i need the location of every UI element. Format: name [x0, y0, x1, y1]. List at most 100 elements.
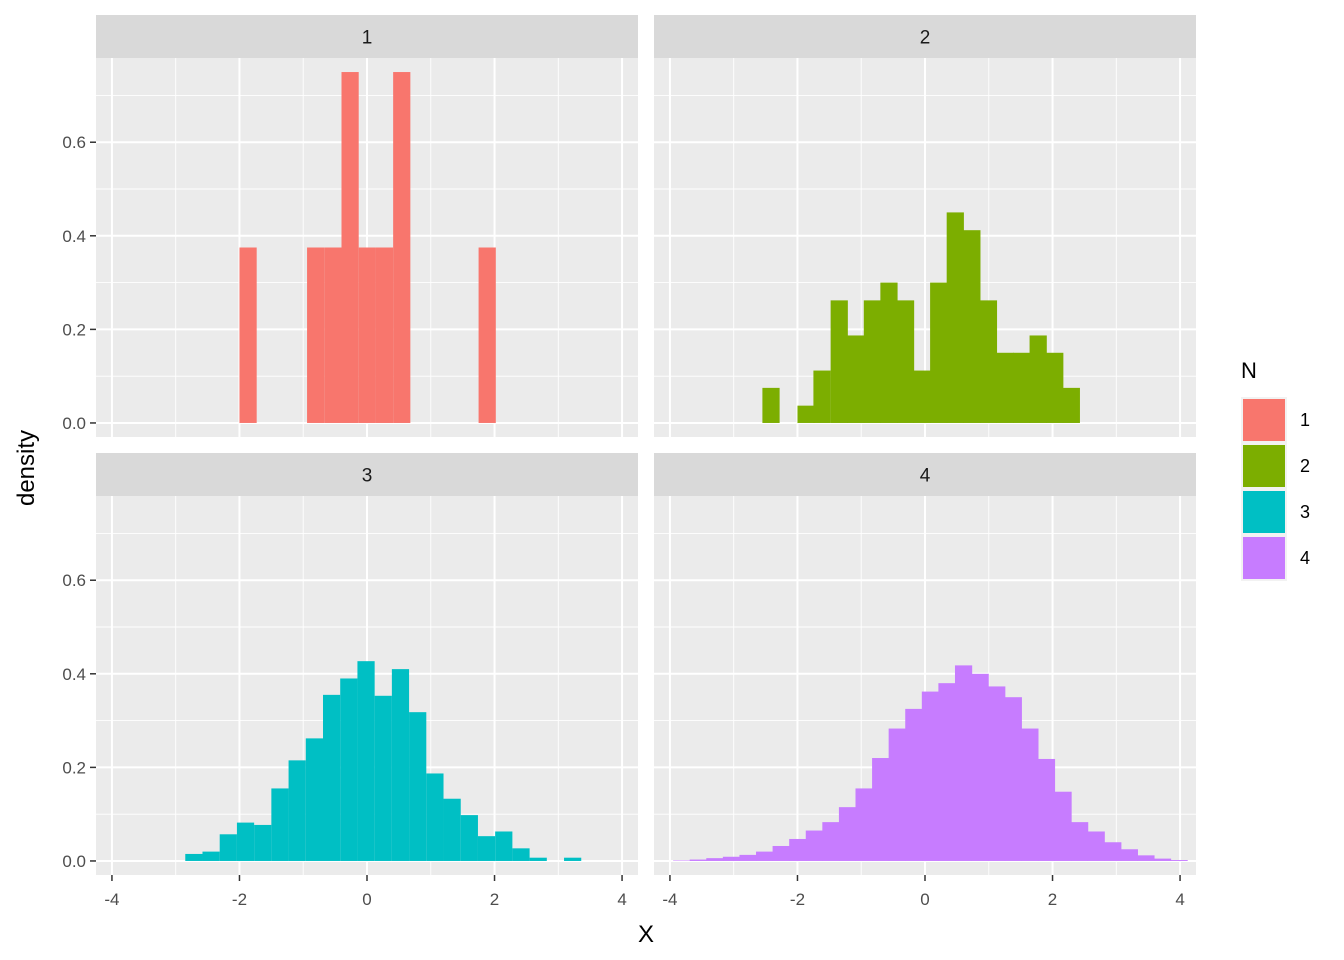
histogram-bar	[374, 695, 392, 861]
histogram-bar	[739, 854, 757, 861]
histogram-bar	[1104, 842, 1122, 861]
facet-panel-4: 4 -4 -2 0 2 4	[654, 453, 1196, 909]
histogram-bar	[307, 247, 325, 423]
histogram-bar	[529, 857, 547, 861]
histogram-bar	[847, 335, 865, 423]
y-tick-label: 0.2	[62, 320, 86, 339]
histogram-bar	[495, 831, 513, 861]
histogram-bar	[512, 848, 530, 861]
histogram-bar	[1071, 822, 1089, 861]
y-tick-label: 0.0	[62, 414, 86, 433]
histogram-bar	[772, 845, 790, 861]
legend-item-3: 3	[1241, 489, 1310, 535]
histogram-bar	[996, 352, 1014, 423]
histogram-bar	[822, 822, 840, 861]
legend-label: 3	[1300, 502, 1310, 522]
histogram-bar	[323, 694, 341, 861]
facet-strip-label: 2	[920, 28, 931, 49]
histogram-bar	[1004, 697, 1022, 861]
y-tick-label: 0.2	[62, 758, 86, 777]
facet-strip-label: 4	[920, 466, 931, 487]
histogram-bar	[963, 230, 981, 423]
histogram-bar	[921, 691, 940, 861]
histogram-bar	[789, 838, 807, 861]
facet-strip	[96, 453, 638, 496]
facet-panel-2: 2	[654, 15, 1196, 437]
histogram-bar	[478, 247, 496, 423]
y-tick-label: 0.0	[62, 852, 86, 871]
histogram-bar	[564, 857, 582, 861]
histogram-bar	[938, 683, 956, 861]
histogram-bar	[477, 836, 496, 861]
histogram-bar	[872, 758, 890, 861]
histogram-bar	[305, 738, 324, 861]
histogram-bar	[722, 856, 741, 861]
histogram-bar	[838, 807, 857, 861]
histogram-bar	[391, 669, 410, 861]
facet-panel-3: 3 0.0 0.2 0.4 0.6 -4 -2 0 2 4	[62, 453, 638, 909]
histogram-bar	[797, 405, 815, 423]
x-tick-label: -2	[232, 890, 247, 909]
histogram-bar	[460, 815, 478, 861]
y-tick-label: 0.6	[62, 571, 86, 590]
histogram-bar	[375, 247, 394, 423]
histogram-bar	[880, 282, 898, 423]
histogram-bar	[1120, 849, 1138, 861]
facet-strip-label: 1	[362, 28, 373, 49]
histogram-bar	[426, 773, 444, 861]
histogram-bar	[1137, 855, 1155, 861]
histogram-bar	[1029, 335, 1047, 423]
histogram-bar	[896, 300, 915, 423]
histogram-bar	[905, 708, 923, 861]
histogram-bar	[236, 822, 255, 861]
histogram-bar	[393, 72, 411, 423]
legend-title: N	[1241, 358, 1257, 383]
histogram-bar	[1012, 352, 1031, 423]
legend-item-4: 4	[1241, 535, 1310, 581]
x-tick-label: -4	[662, 890, 677, 909]
legend-swatch	[1243, 399, 1285, 441]
histogram-bar	[813, 370, 831, 423]
histogram-bar	[443, 798, 461, 861]
y-axis-title: density	[13, 430, 40, 506]
histogram-bar	[254, 824, 272, 861]
histogram-bar	[1037, 758, 1056, 861]
x-tick-label: 4	[617, 890, 626, 909]
histogram-bar	[888, 728, 906, 861]
x-tick-label: 2	[1048, 890, 1057, 909]
legend-label: 1	[1300, 410, 1310, 430]
histogram-bar	[930, 282, 948, 423]
histogram-bar	[706, 858, 724, 861]
legend-items: 1 2 3 4	[1241, 397, 1310, 581]
panels: 1 0.0 0.2 0.4 0.6 2 3 0.0 0.2 0.4 0.6 -4 -2 0 2 4 4 -4 -2 0…	[62, 15, 1196, 909]
x-tick-label: 4	[1175, 890, 1184, 909]
histogram-bar	[185, 853, 203, 861]
legend-swatch	[1243, 445, 1285, 487]
histogram-bar	[1062, 387, 1080, 423]
facet-strip	[654, 453, 1196, 496]
histogram-bar	[946, 212, 964, 423]
histogram-bar	[830, 300, 848, 423]
y-tick-label: 0.6	[62, 133, 86, 152]
legend-item-1: 1	[1241, 397, 1310, 443]
histogram-bar	[689, 859, 707, 861]
x-tick-label: 0	[362, 890, 371, 909]
histogram-bar	[357, 661, 375, 861]
x-tick-label: -2	[790, 890, 805, 909]
histogram-bar	[979, 300, 998, 423]
histogram-bar	[863, 300, 882, 423]
legend-swatch	[1243, 491, 1285, 533]
histogram-bar	[1170, 860, 1188, 861]
histogram-bar	[1153, 858, 1172, 861]
histogram-bar	[1046, 352, 1064, 423]
x-tick-label: 2	[490, 890, 499, 909]
x-tick-label: -4	[104, 890, 119, 909]
histogram-bar	[340, 678, 358, 861]
histogram-bar	[239, 247, 257, 423]
histogram-bar	[988, 686, 1006, 861]
histogram-bar	[1054, 791, 1072, 861]
legend-swatch	[1243, 537, 1285, 579]
facet-strip	[96, 15, 638, 58]
histogram-bar	[324, 247, 342, 423]
